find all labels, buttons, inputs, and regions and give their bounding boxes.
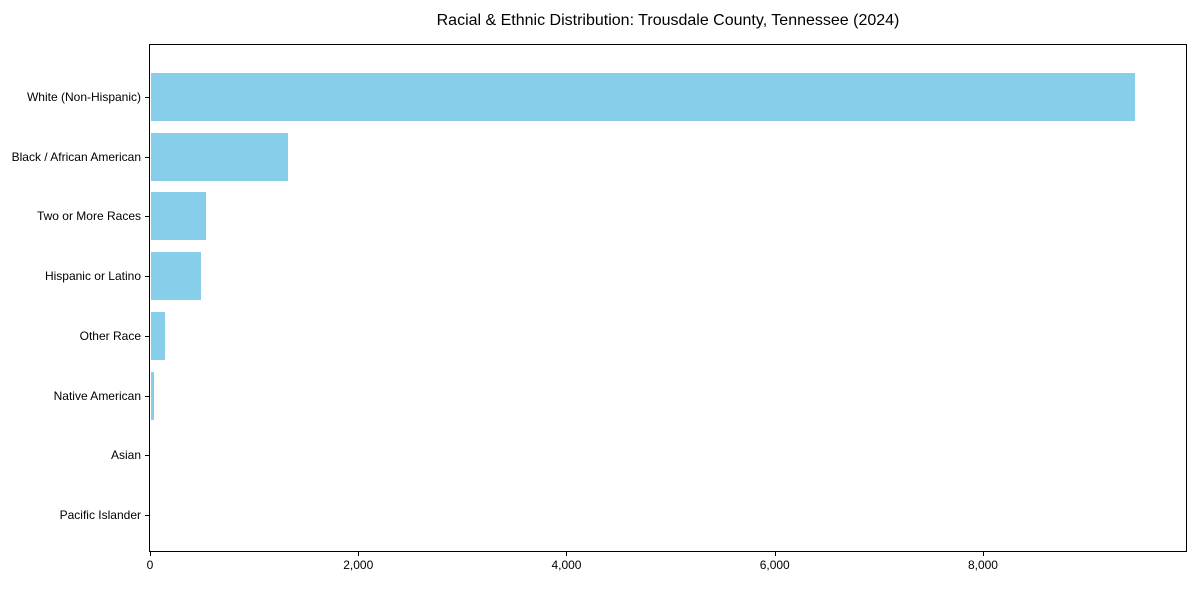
y-tick	[145, 395, 149, 397]
x-tick	[566, 552, 568, 556]
x-tick-label-2000: 2,000	[343, 558, 374, 572]
x-tick	[982, 552, 984, 556]
chart-title: Racial & Ethnic Distribution: Trousdale …	[436, 12, 900, 29]
x-tick	[774, 552, 776, 556]
y-tick	[145, 97, 149, 98]
x-tick-label-4000: 4,000	[551, 558, 582, 572]
y-label-hispanic-or-latino: Hispanic or Latino	[44, 269, 141, 284]
bar-two-or-more-races	[151, 192, 207, 241]
plot-area	[149, 44, 1187, 552]
x-tick-label-0: 0	[146, 558, 154, 572]
y-tick	[145, 514, 149, 516]
bar-black-african-american	[151, 132, 289, 181]
y-tick	[145, 276, 149, 278]
bar-native-american	[151, 371, 154, 420]
y-label-two-or-more-races: Two or More Races	[36, 209, 141, 224]
x-tick	[358, 552, 360, 556]
x-tick-label-8000: 8,000	[967, 558, 998, 572]
y-label-asian: Asian	[110, 448, 141, 463]
y-label-pacific-islander: Pacific Islander	[59, 507, 141, 522]
y-label-native-american: Native American	[53, 388, 141, 403]
y-tick	[145, 216, 149, 218]
y-tick	[145, 335, 149, 337]
x-tick-label-6000: 6,000	[759, 558, 790, 572]
y-tick	[145, 455, 149, 457]
x-tick	[150, 552, 151, 556]
bar-other-race	[151, 311, 165, 360]
y-label-black-african-american: Black / African American	[11, 149, 141, 164]
bar-white-non-hispanic	[151, 73, 1135, 121]
y-label-other-race: Other Race	[79, 328, 141, 343]
bar-hispanic-or-latino	[151, 252, 201, 301]
y-label-white-non-hispanic: White (Non-Hispanic)	[26, 90, 141, 104]
y-tick	[145, 156, 149, 158]
